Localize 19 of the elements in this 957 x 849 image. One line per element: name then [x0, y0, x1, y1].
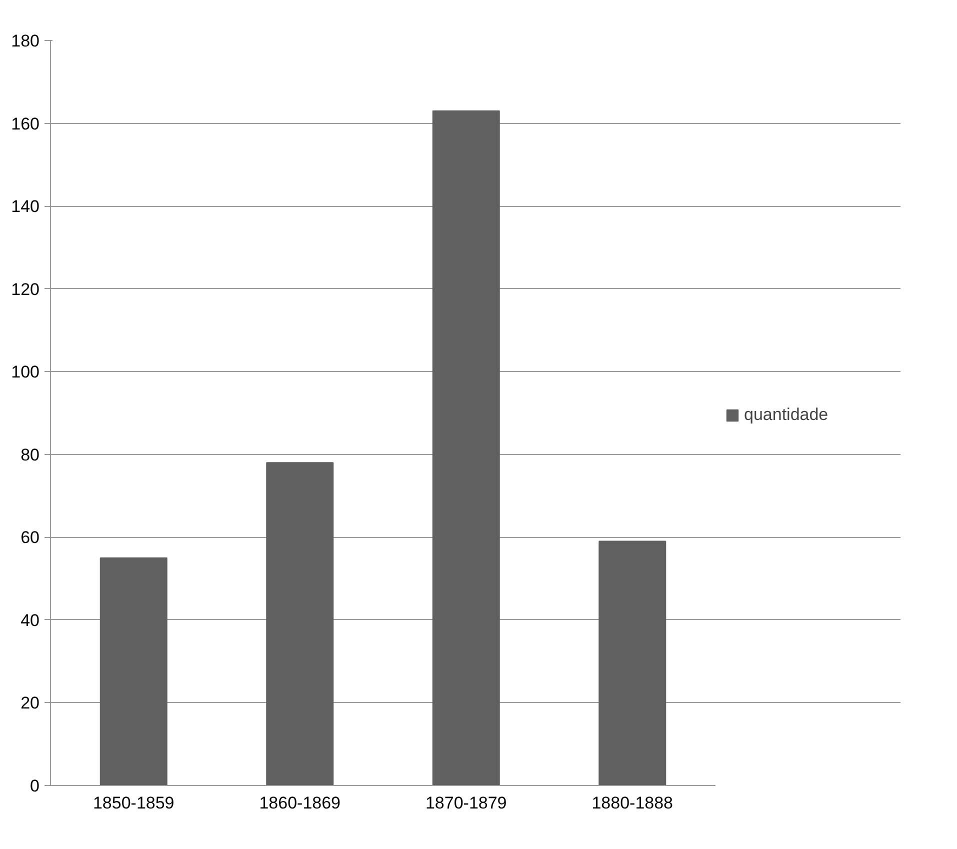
x-tick-label: 1870-1879 — [425, 794, 507, 812]
y-tick-label: 20 — [20, 694, 40, 713]
bar — [598, 540, 666, 786]
y-tick-label: 80 — [20, 445, 40, 464]
legend-label: quantidade — [744, 405, 828, 425]
x-tick-label: 1860-1869 — [259, 794, 341, 812]
y-tick-label: 160 — [11, 114, 40, 134]
y-tick-label: 100 — [11, 362, 40, 382]
y-tick-label: 120 — [11, 280, 40, 299]
y-tick-label: 180 — [11, 32, 40, 50]
y-tick-label: 0 — [30, 776, 40, 796]
y-tick-label: 140 — [11, 197, 40, 216]
y-tick-label: 40 — [20, 610, 40, 630]
y-tick-label: 60 — [20, 528, 40, 548]
bar — [100, 557, 168, 786]
bar — [266, 462, 334, 786]
bar — [432, 110, 500, 786]
x-tick-label: 1850-1859 — [92, 794, 174, 812]
x-tick-label: 1880-1888 — [592, 794, 674, 812]
